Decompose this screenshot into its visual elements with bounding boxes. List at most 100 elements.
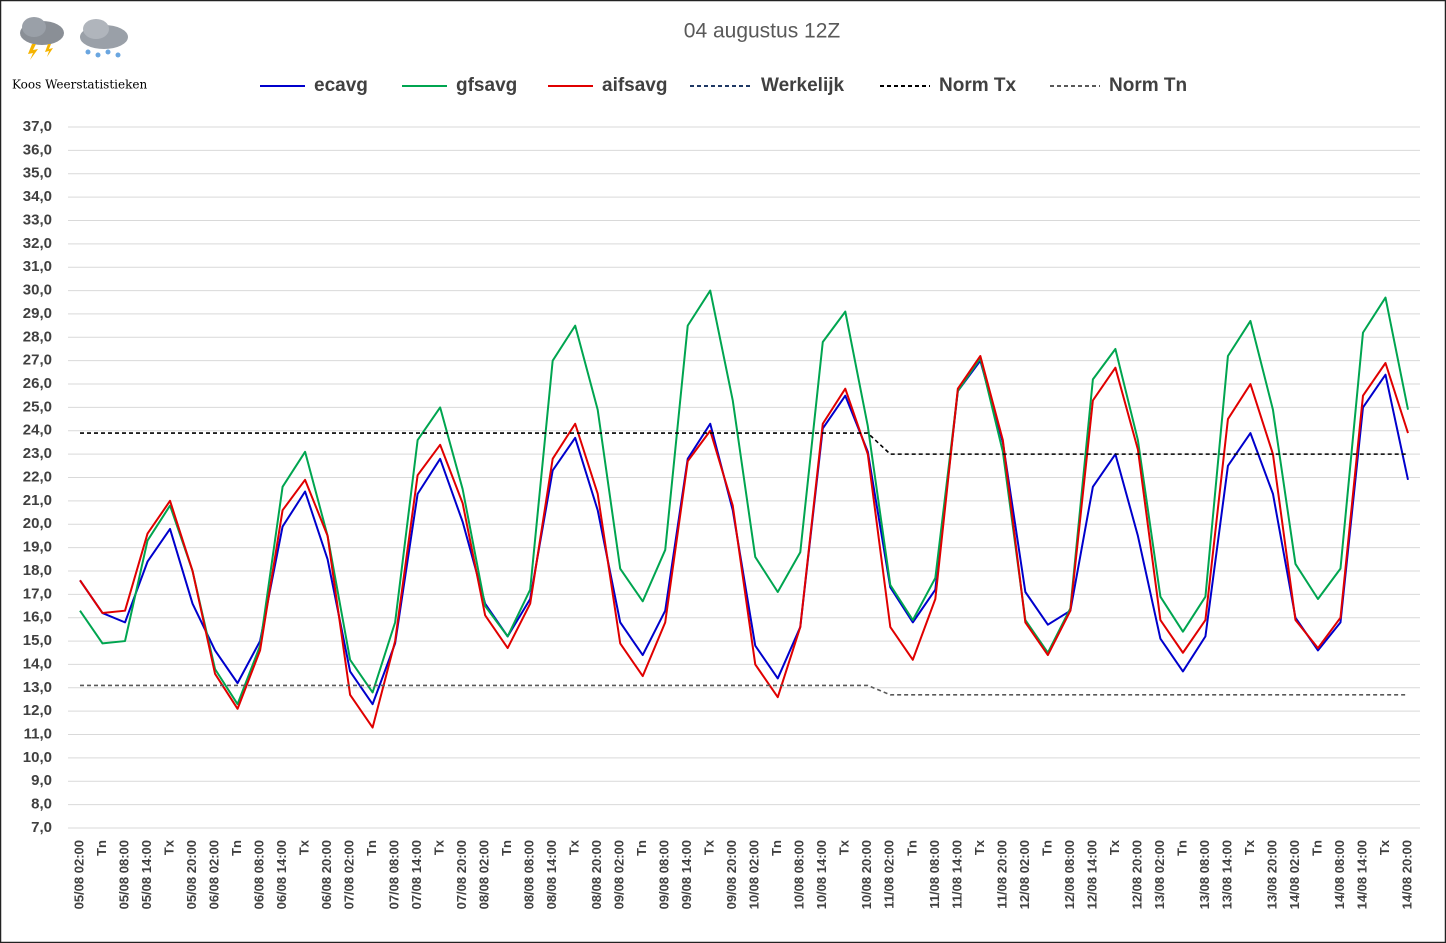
x-tick-label: 07/08 20:00 bbox=[454, 840, 469, 909]
y-tick-label: 7,0 bbox=[31, 819, 52, 836]
x-tick-label: 12/08 08:00 bbox=[1062, 840, 1077, 909]
x-tick-label: Tx bbox=[1107, 839, 1122, 855]
x-tick-label: 08/08 20:00 bbox=[589, 840, 604, 909]
x-tick-label: 13/08 08:00 bbox=[1197, 840, 1212, 909]
y-tick-label: 22,0 bbox=[23, 468, 52, 485]
legend-label: Norm Tn bbox=[1109, 75, 1187, 96]
x-tick-label: 11/08 08:00 bbox=[927, 840, 942, 909]
x-tick-label: 07/08 02:00 bbox=[342, 840, 357, 909]
x-tick-label: Tn bbox=[1039, 840, 1054, 856]
x-tick-label: 06/08 08:00 bbox=[252, 840, 267, 909]
y-tick-label: 10,0 bbox=[23, 749, 52, 766]
y-tick-label: 11,0 bbox=[24, 726, 52, 743]
x-tick-label: 05/08 08:00 bbox=[116, 840, 131, 909]
y-tick-label: 16,0 bbox=[23, 609, 52, 626]
y-tick-label: 19,0 bbox=[23, 539, 52, 556]
x-tick-label: Tn bbox=[364, 840, 379, 856]
x-tick-label: 08/08 14:00 bbox=[544, 840, 559, 909]
x-tick-label: 09/08 08:00 bbox=[657, 840, 672, 909]
legend-label: gfsavg bbox=[456, 75, 517, 96]
x-tick-label: Tx bbox=[1242, 839, 1257, 855]
x-tick-label: Tx bbox=[297, 839, 312, 855]
legend-label: aifsavg bbox=[602, 75, 667, 96]
x-tick-label: 10/08 02:00 bbox=[747, 840, 762, 909]
x-tick-label: Tn bbox=[94, 840, 109, 856]
x-tick-label: Tn bbox=[499, 840, 514, 856]
x-tick-label: 12/08 14:00 bbox=[1084, 840, 1099, 909]
x-tick-label: Tn bbox=[229, 840, 244, 856]
series-line bbox=[79, 354, 1409, 729]
x-tick-label: 06/08 02:00 bbox=[206, 840, 221, 909]
y-tick-label: 21,0 bbox=[23, 492, 52, 509]
x-tick-label: 11/08 14:00 bbox=[949, 840, 964, 909]
x-tick-label: 13/08 02:00 bbox=[1152, 840, 1167, 909]
y-tick-label: 30,0 bbox=[23, 282, 52, 299]
y-tick-label: 17,0 bbox=[23, 585, 52, 602]
y-tick-label: 36,0 bbox=[23, 141, 52, 158]
weather-icons bbox=[20, 17, 128, 60]
x-tick-label: Tx bbox=[972, 839, 987, 855]
x-tick-label: 10/08 08:00 bbox=[792, 840, 807, 909]
x-tick-label: Tx bbox=[567, 839, 582, 855]
y-tick-label: 28,0 bbox=[23, 328, 52, 345]
y-tick-label: 13,0 bbox=[23, 679, 52, 696]
x-tick-label: 06/08 14:00 bbox=[274, 840, 289, 909]
x-tick-label: 08/08 02:00 bbox=[477, 840, 492, 909]
x-tick-label: 13/08 20:00 bbox=[1264, 840, 1279, 909]
x-tick-label: Tx bbox=[432, 839, 447, 855]
x-tick-label: Tn bbox=[904, 840, 919, 856]
y-tick-label: 23,0 bbox=[23, 445, 52, 462]
series-line bbox=[80, 432, 1408, 455]
y-tick-label: 20,0 bbox=[23, 515, 52, 532]
y-tick-label: 25,0 bbox=[23, 398, 52, 415]
x-tick-label: 14/08 02:00 bbox=[1287, 840, 1302, 909]
x-tick-label: 06/08 20:00 bbox=[319, 840, 334, 909]
x-tick-label: 14/08 20:00 bbox=[1399, 840, 1414, 909]
x-tick-label: 05/08 20:00 bbox=[184, 840, 199, 909]
y-tick-label: 32,0 bbox=[23, 235, 52, 252]
legend-label: Norm Tx bbox=[939, 75, 1017, 96]
y-tick-label: 26,0 bbox=[23, 375, 52, 392]
brand: Koos Weerstatistieken bbox=[12, 78, 147, 92]
legend-label: Werkelijk bbox=[761, 75, 845, 96]
x-tick-label: 08/08 08:00 bbox=[522, 840, 537, 909]
x-tick-label: 11/08 20:00 bbox=[994, 840, 1009, 909]
x-tick-label: 07/08 14:00 bbox=[409, 840, 424, 909]
y-tick-label: 12,0 bbox=[23, 702, 52, 719]
y-tick-label: 31,0 bbox=[23, 258, 52, 275]
x-tick-label: Tx bbox=[837, 839, 852, 855]
legend-label: ecavg bbox=[314, 75, 368, 96]
x-tick-label: 10/08 14:00 bbox=[814, 840, 829, 909]
y-tick-label: 18,0 bbox=[23, 562, 52, 579]
x-tick-label: 12/08 02:00 bbox=[1017, 840, 1032, 909]
y-tick-label: 9,0 bbox=[31, 772, 52, 789]
x-tick-label: 14/08 14:00 bbox=[1354, 840, 1369, 909]
x-tick-label: 13/08 14:00 bbox=[1219, 840, 1234, 909]
y-tick-label: 35,0 bbox=[23, 165, 52, 182]
chart-title: 04 augustus 12Z bbox=[684, 20, 841, 43]
x-tick-label: 09/08 14:00 bbox=[679, 840, 694, 909]
x-tick-label: Tx bbox=[702, 839, 717, 855]
y-tick-label: 33,0 bbox=[23, 211, 52, 228]
x-tick-label: 12/08 20:00 bbox=[1129, 840, 1144, 909]
x-tick-label: 05/08 02:00 bbox=[71, 840, 86, 909]
x-tick-label: 09/08 20:00 bbox=[724, 840, 739, 909]
x-tick-label: Tn bbox=[769, 840, 784, 856]
x-tick-label: Tx bbox=[161, 839, 176, 855]
x-tick-label: 10/08 20:00 bbox=[859, 840, 874, 909]
y-tick-label: 14,0 bbox=[23, 655, 52, 672]
y-tick-label: 24,0 bbox=[23, 422, 52, 439]
y-tick-label: 27,0 bbox=[23, 352, 52, 369]
series-line bbox=[80, 684, 1408, 696]
x-tick-label: 05/08 14:00 bbox=[139, 840, 154, 909]
x-tick-label: 09/08 02:00 bbox=[612, 840, 627, 909]
x-tick-label: Tn bbox=[1174, 840, 1189, 856]
series-line bbox=[79, 289, 1409, 706]
y-tick-label: 8,0 bbox=[31, 796, 52, 813]
x-tick-label: Tn bbox=[1309, 840, 1324, 856]
y-tick-label: 37,0 bbox=[23, 118, 52, 135]
x-tick-label: 14/08 08:00 bbox=[1332, 840, 1347, 909]
x-tick-label: 11/08 02:00 bbox=[882, 840, 897, 909]
y-tick-label: 29,0 bbox=[23, 305, 52, 322]
